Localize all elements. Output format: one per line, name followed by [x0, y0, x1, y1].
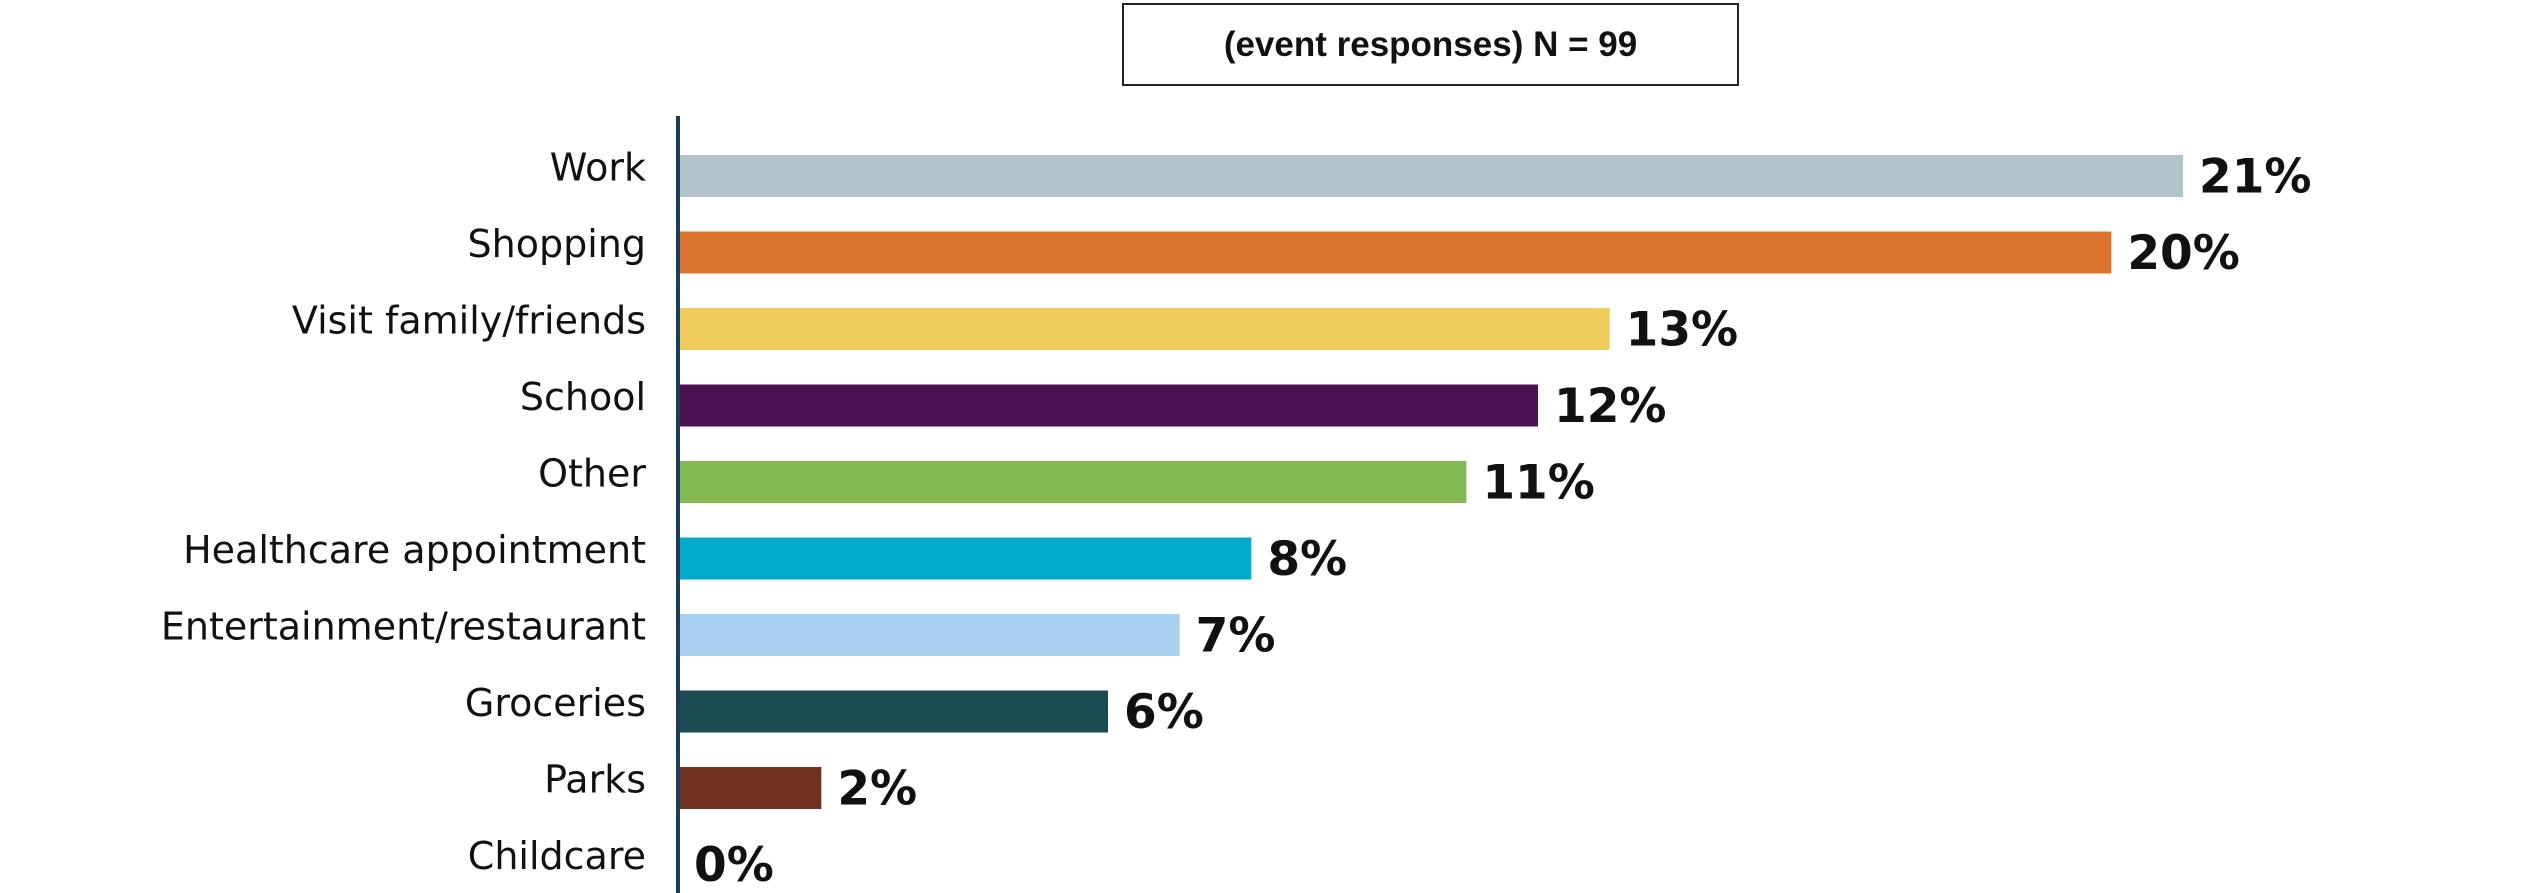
value-label-work: 21% [2199, 150, 2312, 205]
category-label-work: Work [550, 146, 646, 190]
bar-shopping [678, 231, 2112, 274]
category-label-parks: Parks [544, 758, 646, 802]
value-label-groceries: 6% [1124, 685, 1204, 740]
bar-school [678, 384, 1538, 427]
labels-layer: Work 21% Shopping 20% Visit family/friends 13… [161, 146, 2312, 893]
category-label-groceries: Groceries [465, 681, 646, 725]
category-label-entertainment-restaurant: Entertainment/restaurant [161, 605, 646, 649]
bar-entertainment-restaurant [678, 614, 1180, 656]
category-label-other: Other [538, 452, 646, 496]
category-label-childcare: Childcare [468, 834, 646, 878]
bar-work [678, 155, 2183, 197]
value-label-shopping: 20% [2127, 226, 2240, 281]
category-label-healthcare-appointment: Healthcare appointment [183, 528, 646, 572]
chart-subtitle: (event responses) N = 99 [1122, 3, 1739, 86]
bars-layer [678, 155, 2183, 809]
value-label-visit-family-friends: 13% [1626, 303, 1739, 358]
value-label-entertainment-restaurant: 7% [1196, 609, 1276, 664]
value-label-school: 12% [1554, 379, 1667, 434]
category-label-visit-family-friends: Visit family/friends [292, 299, 646, 343]
category-label-school: School [520, 375, 646, 419]
bar-healthcare-appointment [678, 537, 1252, 580]
bar-visit-family-friends [678, 308, 1610, 350]
bar-parks [678, 767, 822, 809]
value-label-other: 11% [1482, 456, 1595, 511]
value-label-childcare: 0% [694, 838, 774, 893]
value-label-healthcare-appointment: 8% [1267, 532, 1347, 587]
bar-groceries [678, 690, 1108, 733]
category-label-shopping: Shopping [468, 222, 646, 266]
bar-other [678, 461, 1467, 503]
value-label-parks: 2% [837, 762, 917, 817]
